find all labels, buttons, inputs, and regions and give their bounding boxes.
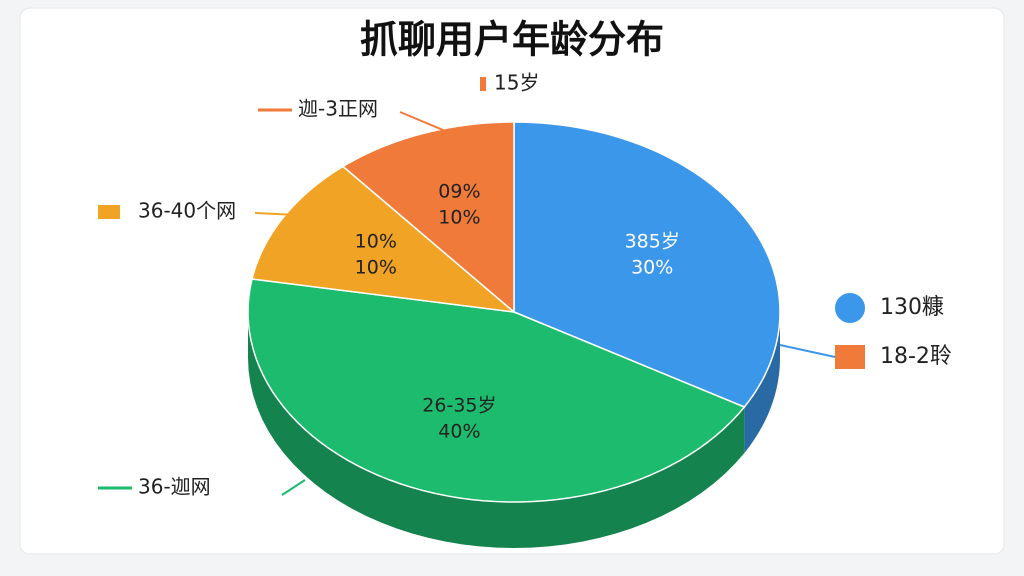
legend-marker <box>835 345 865 369</box>
callout-label: 15岁 <box>494 71 539 95</box>
slice-side <box>248 312 745 548</box>
chart-title: 抓聊用户年龄分布 <box>360 18 664 62</box>
leader-line <box>399 111 456 136</box>
slice <box>251 165 517 314</box>
slice <box>513 121 781 408</box>
leader-line <box>281 479 306 496</box>
leader-line <box>254 212 299 216</box>
slice-label: 10% <box>355 231 397 253</box>
slice-label: 385岁 <box>625 231 680 253</box>
slice-side <box>744 312 780 453</box>
callout-marker <box>98 205 120 219</box>
legend-label: 18-2聆 <box>880 344 952 369</box>
slice <box>247 278 746 503</box>
callout-label: 36-迦网 <box>138 475 211 499</box>
slice-label: 26-35岁 <box>422 395 496 417</box>
value-label: 10% <box>438 206 480 228</box>
callout-marker <box>480 77 486 91</box>
legend-label: 130糠 <box>880 295 944 320</box>
leader-line <box>779 344 836 358</box>
slice <box>341 121 515 314</box>
value-label: 30% <box>631 257 673 279</box>
slice-label: 09% <box>438 180 480 202</box>
value-label: 40% <box>438 421 480 443</box>
callout-label: 迦-3正网 <box>298 97 378 121</box>
value-label: 10% <box>355 257 397 279</box>
legend-marker <box>835 293 865 323</box>
callout-label: 36-40个网 <box>138 199 236 223</box>
